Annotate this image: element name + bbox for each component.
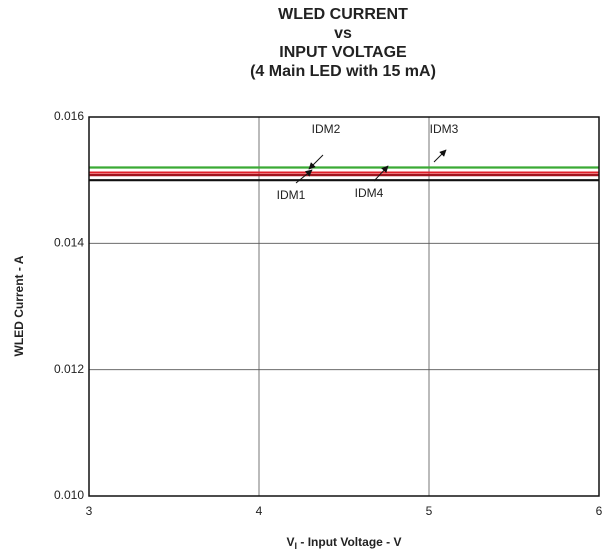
x-tick-label: 3 <box>86 504 93 518</box>
y-tick-label: 0.016 <box>54 109 84 123</box>
annotation-arrow <box>308 154 324 170</box>
chart-title: vs <box>334 25 352 42</box>
x-tick-label: 5 <box>426 504 433 518</box>
x-tick-label: 4 <box>256 504 263 518</box>
annotation-arrow <box>373 165 389 182</box>
y-axis-label: WLED Current - A <box>12 255 26 356</box>
y-tick-label: 0.012 <box>54 362 84 376</box>
chart-title: WLED CURRENT <box>278 6 408 23</box>
series-label: IDM2 <box>312 122 341 136</box>
chart-title: INPUT VOLTAGE <box>279 44 407 61</box>
chart-title: (4 Main LED with 15 mA) <box>250 63 436 80</box>
y-tick-label: 0.014 <box>54 236 84 250</box>
x-axis-label: VI - Input Voltage - V <box>287 535 402 551</box>
annotation-arrow <box>433 149 447 163</box>
y-tick-label: 0.010 <box>54 488 84 502</box>
plot-frame <box>88 116 600 497</box>
series-label: IDM3 <box>430 122 459 136</box>
series-label: IDM1 <box>277 188 306 202</box>
x-tick-label: 6 <box>596 504 603 518</box>
annotation-arrow <box>295 169 313 184</box>
series-label: IDM4 <box>355 186 384 200</box>
